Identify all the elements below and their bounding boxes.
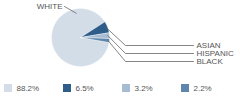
- svg-text:HISPANIC: HISPANIC: [196, 49, 234, 59]
- svg-text:WHITE: WHITE: [37, 2, 63, 11]
- svg-text:ASIAN: ASIAN: [196, 41, 221, 51]
- svg-text:6.5%: 6.5%: [76, 84, 94, 93]
- svg-text:3.2%: 3.2%: [135, 84, 153, 93]
- svg-text:88.2%: 88.2%: [17, 84, 40, 93]
- svg-text:2.2%: 2.2%: [194, 84, 212, 93]
- svg-text:BLACK: BLACK: [197, 57, 224, 66]
